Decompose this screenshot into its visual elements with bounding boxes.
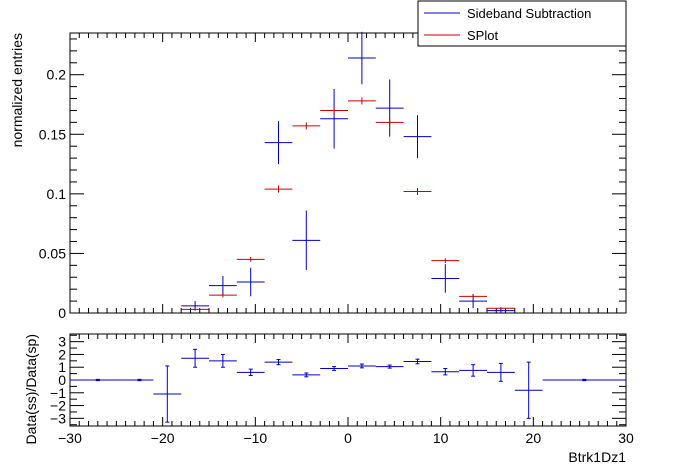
data-point: [348, 97, 376, 105]
data-point: [292, 372, 321, 378]
y-tick-label: −1: [50, 385, 66, 401]
data-point: [348, 363, 376, 369]
legend-label-sideband: Sideband Subtraction: [467, 6, 591, 21]
data-point: [292, 122, 321, 130]
x-tick-label: 30: [618, 430, 634, 446]
legend: Sideband Subtraction SPlot: [417, 0, 627, 47]
main-plot-frame: [69, 32, 627, 314]
data-point: [264, 185, 293, 193]
y-tick-label: 0: [58, 372, 66, 388]
data-point: [375, 364, 404, 369]
y-tick-label: 0.05: [39, 245, 66, 261]
y-tick-label: 0: [58, 305, 66, 321]
data-point: [209, 353, 237, 368]
data-point: [403, 115, 432, 159]
data-point: [375, 79, 404, 137]
x-tick-label: 20: [526, 430, 542, 446]
data-point: [403, 187, 432, 196]
data-point: [236, 257, 265, 262]
data-point: [264, 121, 293, 165]
data-point: [459, 364, 487, 377]
x-tick-label: 0: [344, 430, 352, 446]
data-point: [236, 267, 265, 297]
y-tick-label: 0.15: [39, 126, 66, 142]
legend-label-splot: SPlot: [467, 28, 498, 43]
data-point: [320, 106, 348, 115]
ratio-y-axis-title: Data(ss)/Data(sp): [23, 334, 39, 444]
data-point: [181, 348, 209, 368]
data-point: [209, 292, 237, 298]
y-tick-label: 3: [58, 334, 66, 350]
series-splot: [181, 97, 515, 311]
y-tick-label: −3: [50, 410, 66, 426]
data-point: [209, 276, 237, 296]
y-tick-label: 2: [58, 346, 66, 362]
data-point: [264, 359, 293, 366]
main-series-layer: [181, 31, 515, 313]
data-point: [348, 31, 376, 85]
ratio-x-tick-labels: −30 −20 −10 0 10 20 30: [58, 430, 634, 446]
series-data-ss-data-sp-: [70, 348, 626, 423]
y-tick-label: 0.1: [47, 186, 67, 202]
x-tick-label: −10: [243, 430, 267, 446]
x-axis-title: Btrk1Dz1: [568, 449, 626, 465]
data-point: [320, 89, 348, 149]
data-point: [459, 295, 487, 298]
data-point: [236, 368, 265, 377]
ratio-series-layer: [70, 348, 626, 423]
data-point: [320, 366, 348, 371]
y-tick-label: 0.2: [47, 67, 67, 83]
y-tick-label: 1: [58, 359, 66, 375]
data-point: [487, 307, 515, 310]
x-tick-label: −30: [58, 430, 82, 446]
data-point: [153, 365, 182, 423]
data-point: [431, 368, 460, 376]
main-y-tick-labels: 0 0.05 0.1 0.15 0.2: [39, 67, 66, 321]
legend-box: [417, 0, 627, 47]
ratio-axis-ticks: [69, 334, 627, 426]
data-point: [375, 118, 404, 126]
data-point: [431, 264, 460, 293]
series-sideband-subtraction: [181, 31, 515, 313]
x-tick-label: 10: [433, 430, 449, 446]
main-axis-ticks: [69, 33, 627, 314]
data-point: [403, 358, 432, 365]
x-tick-label: −20: [151, 430, 175, 446]
data-point: [181, 308, 209, 311]
y-tick-label: −2: [50, 398, 66, 414]
data-point: [70, 378, 126, 382]
data-point: [125, 378, 154, 382]
main-panel: 0 0.05 0.1 0.15 0.2 normalized entries: [9, 31, 627, 321]
data-point: [487, 362, 515, 382]
main-y-axis-title: normalized entries: [9, 33, 25, 147]
data-point: [431, 258, 460, 263]
data-point: [542, 378, 626, 382]
data-point: [292, 210, 321, 271]
data-point: [514, 361, 543, 419]
